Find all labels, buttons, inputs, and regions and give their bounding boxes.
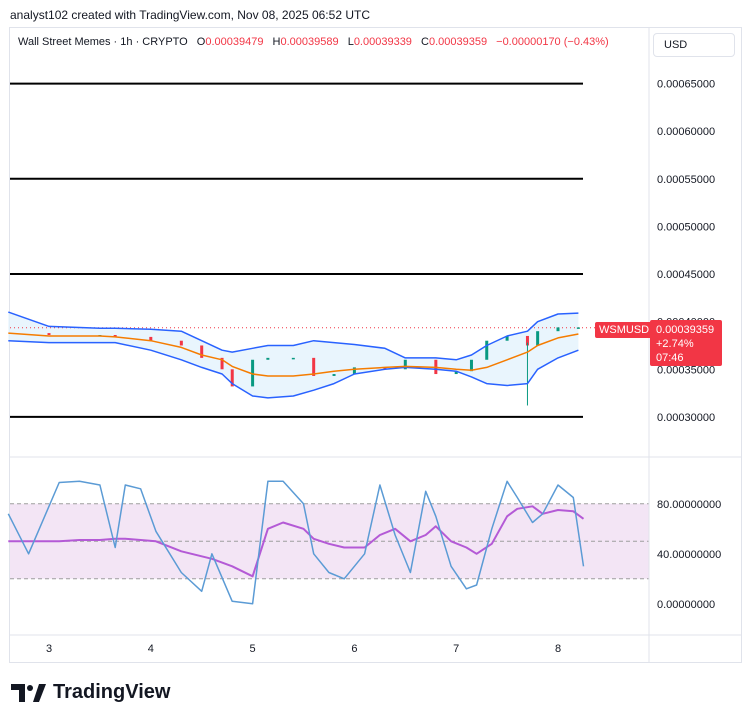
symbol-name: Wall Street Memes · 1h · CRYPTO	[18, 36, 188, 48]
candle-1	[47, 333, 51, 335]
stoch-tick-label: 80.00000000	[657, 499, 721, 511]
candle-5	[179, 340, 183, 346]
candle-9	[251, 359, 255, 387]
candle-19	[469, 359, 473, 372]
candle-8	[230, 369, 234, 387]
last-price-badge: 0.00039359 +2.74% 07:46	[650, 320, 722, 366]
low-label: L	[347, 36, 354, 48]
stoch-d-line	[8, 505, 585, 578]
price-tick-label: 0.00060000	[657, 126, 715, 138]
upper-band-line	[8, 311, 579, 361]
open-label: O	[196, 36, 206, 48]
candle-22	[525, 335, 529, 346]
price-tick-label: 0.00050000	[657, 221, 715, 233]
candle-10	[266, 357, 270, 360]
candle-12	[312, 357, 316, 376]
price-tick-label: 0.00035000	[657, 364, 715, 376]
chart-frame	[9, 27, 742, 663]
candle-3	[113, 335, 117, 337]
change-value: −0.00000170 (−0.43%)	[496, 36, 609, 48]
high-value: 0.00039589	[280, 36, 339, 48]
stoch-band-fill	[10, 503, 649, 579]
stoch-k-line	[7, 480, 585, 605]
last-price-value: 0.00039359	[656, 324, 715, 336]
lower-band-line	[8, 339, 579, 399]
tradingview-logo[interactable]: TradingView	[11, 681, 170, 704]
stochastic-pane	[7, 480, 649, 605]
symbol-header: Wall Street Memes · 1h · CRYPTO O0.00039…	[18, 36, 609, 48]
symbol-badge: WSMUSD	[595, 322, 654, 338]
candle-25	[576, 327, 580, 329]
price-tick-label: 0.00065000	[657, 79, 715, 91]
logo-text: TradingView	[53, 681, 171, 703]
candle-21	[505, 335, 509, 341]
price-tick-label: 0.00030000	[657, 412, 715, 424]
price-tick-label: 0.00045000	[657, 269, 715, 281]
price-tick-label: 0.00055000	[657, 174, 715, 186]
candle-16	[403, 359, 407, 370]
candle-18	[454, 371, 458, 375]
candle-15	[383, 367, 387, 370]
candle-6	[200, 345, 204, 358]
date-tick-label: 5	[250, 643, 256, 655]
open-value: 0.00039479	[205, 36, 264, 48]
bar-countdown: 07:46	[656, 352, 684, 364]
close-value: 0.00039359	[428, 36, 488, 48]
stoch-tick-label: 0.00000000	[657, 599, 715, 611]
candle-13	[332, 374, 336, 376]
close-label: C	[421, 36, 429, 48]
date-tick-label: 7	[453, 643, 459, 655]
date-tick-label: 3	[46, 643, 52, 655]
date-tick-label: 8	[555, 643, 561, 655]
candle-23	[536, 331, 540, 346]
date-tick-label: 4	[148, 643, 154, 655]
candle-7	[220, 357, 224, 370]
high-label: H	[272, 36, 281, 48]
price-pane	[8, 82, 649, 418]
candle-4	[149, 336, 153, 341]
stoch-tick-label: 40.00000000	[657, 549, 721, 561]
candle-20	[485, 340, 489, 360]
tradingview-logo-icon	[11, 683, 46, 702]
date-tick-label: 6	[351, 643, 357, 655]
basis-line	[8, 332, 579, 377]
candle-14	[352, 367, 356, 375]
candle-11	[291, 357, 295, 360]
last-price-change: +2.74%	[656, 338, 694, 350]
candle-24	[556, 327, 560, 332]
low-value: 0.00039339	[353, 36, 412, 48]
currency-selector[interactable]: USD	[653, 33, 735, 57]
bollinger-fill	[8, 312, 579, 398]
attribution-text: analyst102 created with TradingView.com,…	[10, 8, 370, 22]
